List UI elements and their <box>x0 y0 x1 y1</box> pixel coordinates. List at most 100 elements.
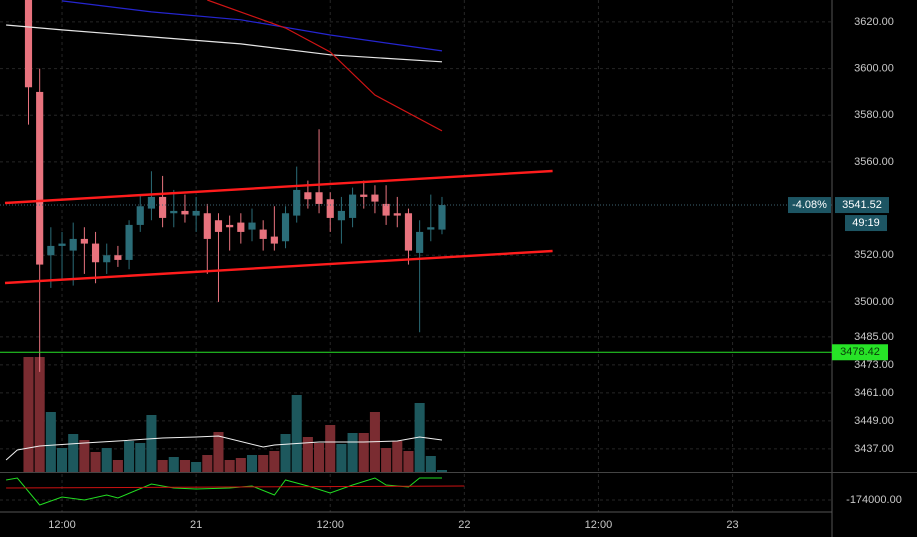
candle-body <box>404 213 413 251</box>
candle-body <box>371 194 379 202</box>
volume-bar <box>23 357 34 472</box>
y-tick-label: 3560.00 <box>854 156 894 168</box>
change-box <box>788 197 831 214</box>
candle-body <box>393 213 401 216</box>
volume-bar <box>101 448 112 472</box>
y-tick-label: 3473.00 <box>854 359 894 371</box>
indicator-line <box>6 485 465 489</box>
x-tick-label: 12:00 <box>48 519 76 531</box>
y-tick-label: 3461.00 <box>854 387 894 399</box>
candle-body <box>349 194 357 218</box>
trendline <box>4 249 553 285</box>
volume-bar <box>336 444 347 472</box>
volume-bar <box>235 458 246 472</box>
y-tick-label: 3620.00 <box>854 16 894 28</box>
volume-bar <box>191 462 202 472</box>
y-tick-label: -174000.00 <box>846 494 902 506</box>
y-tick-label: 3485.00 <box>854 331 894 343</box>
last-price-box <box>835 197 889 214</box>
candle-body <box>304 192 312 200</box>
volume-bar <box>79 440 90 472</box>
candle-body <box>80 238 88 244</box>
volume-bar <box>325 425 336 472</box>
volume-bar <box>280 434 291 472</box>
candle-body <box>427 227 435 230</box>
candle-body <box>125 224 133 260</box>
volume-bar <box>347 433 358 472</box>
volume-ma-line <box>5 435 443 461</box>
candle-body <box>281 213 290 242</box>
candle-body <box>382 203 390 216</box>
last-price-label: 3541.52 <box>842 199 882 211</box>
candle-body <box>103 255 111 263</box>
moving-average-line <box>61 0 443 52</box>
volume-bar <box>135 443 146 472</box>
volume-bar <box>146 415 157 472</box>
candle-body <box>192 210 200 216</box>
x-tick-label: 22 <box>458 519 470 531</box>
alert-label: 3478.42 <box>840 346 880 358</box>
price-pane <box>4 0 553 472</box>
candle-body <box>337 210 345 221</box>
trendline <box>4 169 553 205</box>
volume-bar <box>314 443 325 472</box>
volume-bar <box>381 448 392 472</box>
volume-bar <box>302 437 313 472</box>
volume-bar <box>246 455 258 472</box>
x-tick-label: 12:00 <box>316 519 344 531</box>
candle-body <box>326 199 334 218</box>
candle-body <box>226 224 234 228</box>
y-tick-label: 3437.00 <box>854 443 894 455</box>
volume-bar <box>291 395 302 472</box>
y-tick-label: 3520.00 <box>854 249 894 261</box>
candle-body <box>24 0 33 88</box>
candle-body <box>147 196 156 209</box>
volume-bar <box>56 448 68 472</box>
candle-body <box>315 192 323 204</box>
candle-body <box>136 206 144 225</box>
candle-body <box>438 205 446 230</box>
candle-body <box>203 213 211 239</box>
countdown-box <box>845 215 887 232</box>
alert-label-box <box>832 344 888 361</box>
volume-bar <box>358 433 369 472</box>
candle-body <box>36 91 44 265</box>
candle-body <box>214 220 223 232</box>
volume-bar <box>224 460 235 472</box>
candle-body <box>416 231 424 253</box>
volume-bar <box>124 441 135 472</box>
volume-bar <box>202 455 213 472</box>
volume-bar <box>45 412 56 472</box>
volume-bar <box>269 451 280 472</box>
moving-average-line <box>207 0 443 132</box>
volume-bar <box>392 441 403 472</box>
volume-bar <box>403 451 414 472</box>
volume-bar <box>112 460 123 472</box>
volume-bar <box>34 357 45 472</box>
candle-body <box>114 255 122 260</box>
indicator-pane <box>6 477 465 506</box>
x-tick-label: 21 <box>190 519 202 531</box>
candle-body <box>293 189 301 216</box>
volume-bar <box>258 455 269 472</box>
y-tick-label: 3600.00 <box>854 63 894 75</box>
volume-bar <box>436 470 448 472</box>
countdown-label: 49:19 <box>852 217 880 229</box>
y-tick-label: 3500.00 <box>854 296 894 308</box>
y-tick-label: 3580.00 <box>854 109 894 121</box>
candle-body <box>69 238 77 251</box>
x-tick-label: 12:00 <box>585 519 613 531</box>
moving-average-line <box>6 24 443 63</box>
volume-bar <box>68 434 79 472</box>
candle-body <box>259 229 267 239</box>
candle-body <box>248 222 256 230</box>
candle-body <box>170 210 178 214</box>
volume-bar <box>213 432 224 472</box>
candle-body <box>47 245 55 256</box>
candle-body <box>91 243 100 263</box>
volume-bar <box>157 460 168 472</box>
x-tick-label: 23 <box>726 519 738 531</box>
candle-body <box>58 243 66 246</box>
